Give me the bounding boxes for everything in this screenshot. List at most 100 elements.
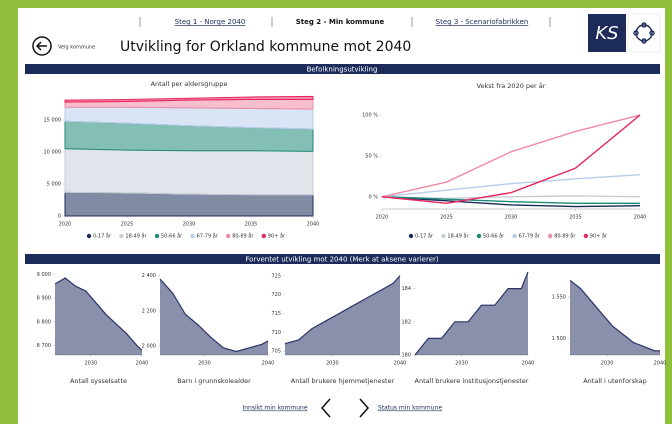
legend-swatch	[154, 233, 160, 239]
chart-title: Antall sysselsatte	[70, 377, 127, 385]
line	[381, 114, 641, 204]
legend-label: 50-66 år	[161, 233, 183, 240]
logo: KS	[595, 23, 618, 44]
legend-swatch	[86, 233, 92, 239]
x-tick-label: 2040	[136, 361, 149, 367]
y-tick-label: 720	[271, 292, 281, 298]
legend-label: 67-79 år	[519, 233, 541, 240]
legend-swatch	[441, 233, 446, 239]
x-tick-label: 2020	[376, 215, 389, 221]
legend-label: 18-49 år	[125, 233, 147, 240]
next-arrow[interactable]	[359, 398, 370, 418]
area	[64, 148, 314, 196]
legend-swatch	[226, 233, 231, 239]
line	[54, 277, 143, 351]
x-tick-label: 2040	[634, 215, 647, 221]
y-tick-label: 184	[401, 286, 411, 292]
back-label[interactable]: Velg kommune	[58, 45, 95, 51]
y-tick-label: 2 000	[142, 344, 156, 350]
y-tick-label: 0	[58, 214, 61, 220]
chart-title: Antall brukere hjemmetjenester	[291, 377, 395, 385]
y-tick-label: 2 200	[142, 308, 156, 314]
x-tick-label: 2030	[198, 361, 211, 367]
legend-label: 18-49 år	[447, 233, 469, 240]
legend-label: 67-79 år	[197, 233, 219, 240]
area	[570, 280, 660, 355]
legend-label: 90+ år	[590, 233, 608, 240]
y-tick-label: 100 %	[362, 113, 378, 119]
y-tick-label: 8 900	[37, 296, 51, 302]
legend-swatch	[261, 233, 266, 239]
chart-title: Antall brukere institusjonstjenester	[415, 377, 529, 385]
legend-label: 80-89 år	[232, 233, 254, 240]
legend-swatch	[408, 233, 414, 239]
y-tick-label: 10 000	[44, 150, 62, 156]
legend-swatch	[476, 233, 482, 239]
legend-label: 0-17 år	[415, 233, 434, 240]
logo-box	[588, 14, 626, 52]
page-title: Utvikling for Orkland kommune mot 2040	[120, 39, 411, 55]
back-button[interactable]	[32, 36, 52, 56]
line	[414, 271, 529, 356]
y-tick-label: 715	[271, 311, 281, 317]
x-tick-label: 2040	[262, 361, 275, 367]
area	[64, 95, 314, 103]
area	[415, 272, 528, 355]
y-tick-label: 0 %	[368, 194, 378, 200]
chart-title: Antall i utenforskap	[583, 377, 647, 385]
legend-swatch	[548, 233, 553, 239]
area	[160, 279, 268, 355]
chart-title: Barn i grunnskolealder	[177, 377, 251, 385]
y-tick-label: 50 %	[365, 153, 378, 159]
x-tick-label: 2030	[455, 361, 468, 367]
footer-link[interactable]: Status min kommune	[378, 405, 442, 412]
line	[381, 196, 640, 204]
line	[381, 114, 641, 198]
y-tick-label: 9 000	[37, 272, 51, 278]
chart-title: Antall per aldersgruppe	[151, 80, 228, 88]
x-tick-label: 2030	[183, 222, 196, 228]
area	[55, 277, 142, 355]
x-tick-label: 2040	[307, 222, 320, 228]
x-tick-label: 2035	[245, 222, 258, 228]
y-tick-label: 5 000	[47, 182, 61, 188]
prev-arrow[interactable]	[320, 398, 331, 418]
footer-link[interactable]: Innsikt min kommune	[242, 405, 307, 412]
nav-current: Steg 2 - Min kommune	[296, 18, 385, 26]
y-tick-label: 15 000	[44, 118, 62, 124]
legend-label: 50-66 år	[483, 233, 505, 240]
nav-link[interactable]: Steg 1 - Norge 2040	[175, 18, 246, 26]
chart-title: Vekst fra 2020 per år	[477, 81, 546, 90]
emblem	[627, 13, 661, 53]
section-bar	[25, 254, 660, 264]
x-tick-label: 2030	[601, 361, 614, 367]
x-tick-label: 2030	[84, 361, 97, 367]
y-tick-label: 705	[271, 349, 281, 355]
y-tick-label: 2 400	[142, 273, 156, 279]
x-tick-label: 2035	[569, 215, 582, 221]
y-tick-label: 710	[271, 330, 281, 336]
legend-swatch	[119, 233, 124, 239]
x-tick-label: 2040	[394, 361, 407, 367]
nav-link[interactable]: Steg 3 - Scenariofabrikken	[436, 18, 529, 26]
line	[569, 279, 660, 352]
line	[284, 275, 401, 345]
line	[381, 196, 641, 208]
y-tick-label: 8 800	[37, 319, 51, 325]
x-tick-label: 2030	[326, 361, 339, 367]
y-tick-label: 8 700	[37, 343, 51, 349]
x-tick-label: 2025	[121, 222, 134, 228]
legend-label: 90+ år	[268, 233, 286, 240]
x-tick-label: 2040	[522, 361, 535, 367]
line	[381, 174, 641, 198]
legend-swatch	[583, 233, 588, 239]
section-bar	[25, 64, 660, 74]
legend-swatch	[190, 233, 195, 239]
y-tick-label: 1 550	[552, 294, 566, 300]
legend-label: 0-17 år	[93, 233, 112, 240]
line	[159, 278, 269, 353]
legend-label: 80-89 år	[554, 233, 576, 240]
nav-separators	[139, 17, 551, 27]
section-title: Befolkningsutvikling	[307, 66, 378, 74]
